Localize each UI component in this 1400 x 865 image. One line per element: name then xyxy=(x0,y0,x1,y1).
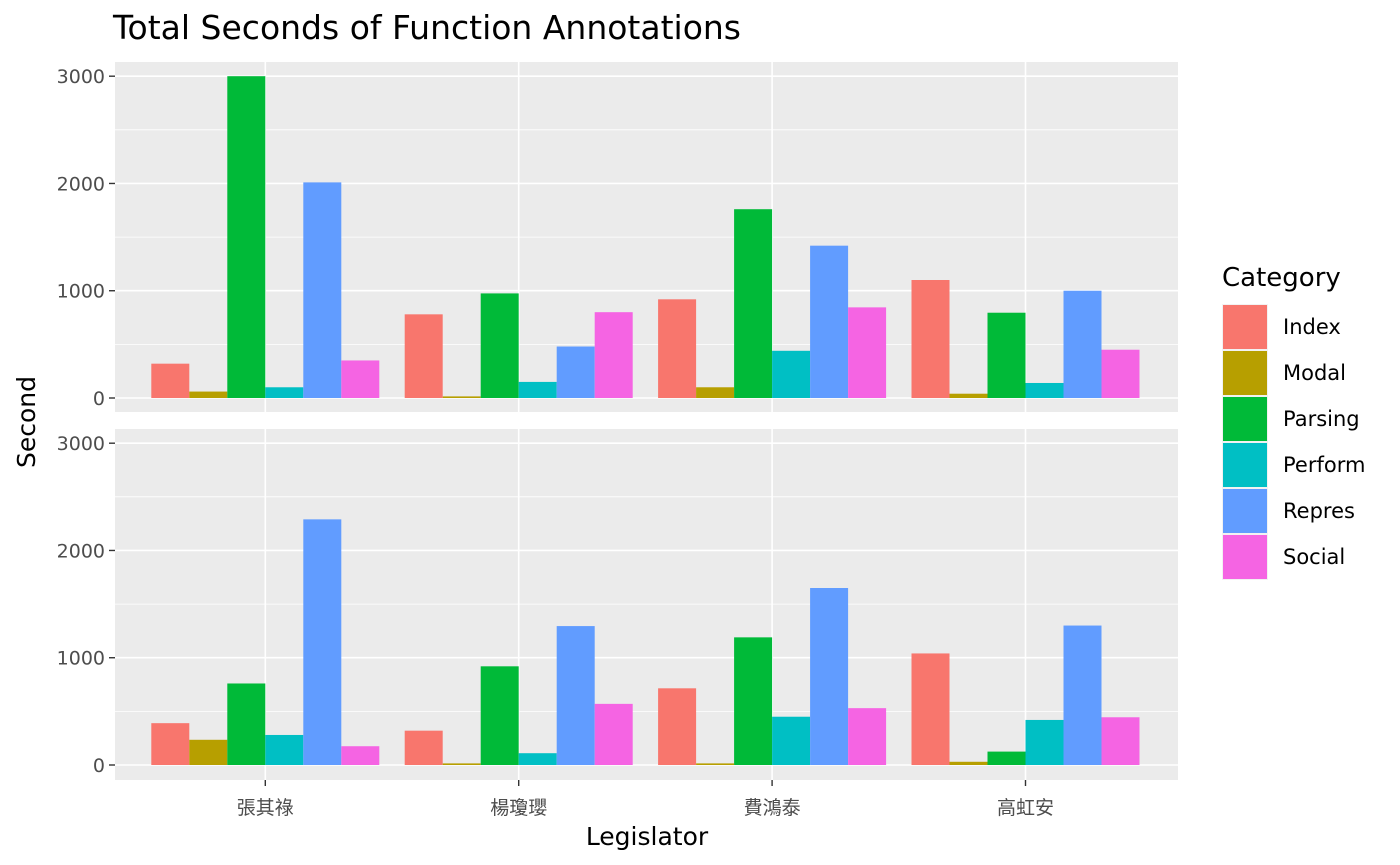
bar-perform-1 xyxy=(265,387,304,398)
bar-perform-4 xyxy=(1025,719,1064,765)
y-tick-label: 0 xyxy=(93,755,105,777)
bar-index-3 xyxy=(658,299,697,398)
bar-repres-3 xyxy=(810,245,849,398)
legend-swatch-parsing xyxy=(1223,397,1267,441)
legend-swatch-index xyxy=(1223,305,1267,349)
bar-parsing-4 xyxy=(987,312,1026,398)
y-tick-label: 1000 xyxy=(57,281,105,303)
bar-repres-4 xyxy=(1063,290,1102,398)
bar-modal-1 xyxy=(189,739,228,765)
y-axis-title: Second xyxy=(12,376,41,468)
bar-modal-4 xyxy=(949,393,988,398)
legend-label-index: Index xyxy=(1283,315,1341,339)
y-tick-label: 2000 xyxy=(57,173,105,195)
bar-parsing-4 xyxy=(987,751,1026,765)
bar-index-3 xyxy=(658,688,697,765)
bar-perform-2 xyxy=(518,381,557,398)
panel-1: 0 1000 2000 3000 xyxy=(57,62,1178,412)
chart-title: Total Seconds of Function Annotations xyxy=(112,8,741,47)
bar-modal-3 xyxy=(696,763,735,765)
bar-modal-2 xyxy=(442,396,481,398)
bar-perform-2 xyxy=(518,753,557,765)
chart-panels: 0 1000 2000 3000 0 1000 2000 3000 張其祿 楊瓊瓔 費鴻泰 高虹安 xyxy=(57,62,1178,819)
bar-repres-2 xyxy=(556,346,595,398)
bar-modal-1 xyxy=(189,391,228,398)
bar-perform-4 xyxy=(1025,382,1064,398)
panel-2: 0 1000 2000 3000 xyxy=(57,429,1178,780)
legend-swatch-modal xyxy=(1223,351,1267,395)
y-tick-label: 2000 xyxy=(57,540,105,562)
legend-swatch-perform xyxy=(1223,443,1267,487)
bar-social-1 xyxy=(341,746,380,765)
bar-social-1 xyxy=(341,360,380,398)
x-tick-label: 楊瓊瓔 xyxy=(490,797,547,819)
bar-social-4 xyxy=(1101,349,1140,398)
bar-index-1 xyxy=(151,723,190,765)
y-tick-label: 1000 xyxy=(57,648,105,670)
x-tick-label: 費鴻泰 xyxy=(744,797,801,819)
bar-index-1 xyxy=(151,363,190,398)
bar-repres-1 xyxy=(303,182,342,398)
x-axis: 張其祿 楊瓊瓔 費鴻泰 高虹安 xyxy=(237,780,1054,819)
bar-perform-3 xyxy=(772,716,811,765)
bar-repres-2 xyxy=(556,626,595,765)
legend-title: Category xyxy=(1222,263,1341,293)
bar-repres-4 xyxy=(1063,625,1102,765)
bar-social-3 xyxy=(848,307,887,398)
legend-swatch-social xyxy=(1223,535,1267,579)
y-tick-label: 0 xyxy=(93,388,105,410)
bar-repres-1 xyxy=(303,519,342,765)
bar-parsing-3 xyxy=(734,209,773,398)
bar-index-4 xyxy=(911,653,950,765)
bar-parsing-2 xyxy=(480,293,519,398)
legend-label-modal: Modal xyxy=(1283,361,1346,385)
bar-index-4 xyxy=(911,280,950,398)
bar-modal-2 xyxy=(442,763,481,765)
bar-parsing-3 xyxy=(734,637,773,765)
x-axis-title: Legislator xyxy=(586,822,709,851)
legend-label-perform: Perform xyxy=(1283,453,1365,477)
x-tick-label: 張其祿 xyxy=(237,797,294,819)
x-tick-label: 高虹安 xyxy=(997,797,1054,819)
legend: Category Index Modal Parsing Perform Repres S… xyxy=(1222,263,1365,580)
bar-index-2 xyxy=(404,314,443,398)
legend-swatch-repres xyxy=(1223,489,1267,533)
bar-perform-3 xyxy=(772,350,811,398)
bar-index-2 xyxy=(404,730,443,765)
legend-label-parsing: Parsing xyxy=(1283,407,1360,431)
y-tick-label: 3000 xyxy=(57,66,105,88)
bar-social-3 xyxy=(848,708,887,765)
y-tick-label: 3000 xyxy=(57,433,105,455)
bar-parsing-2 xyxy=(480,666,519,765)
bar-parsing-1 xyxy=(227,76,266,398)
bar-social-2 xyxy=(594,703,633,765)
bar-modal-3 xyxy=(696,387,735,398)
panel-background xyxy=(115,429,1178,780)
bar-perform-1 xyxy=(265,734,304,765)
legend-label-repres: Repres xyxy=(1283,499,1355,523)
bar-modal-4 xyxy=(949,761,988,765)
bar-social-4 xyxy=(1101,717,1140,765)
legend-label-social: Social xyxy=(1283,545,1345,569)
bar-parsing-1 xyxy=(227,683,266,765)
bar-repres-3 xyxy=(810,588,849,765)
bar-social-2 xyxy=(594,312,633,398)
